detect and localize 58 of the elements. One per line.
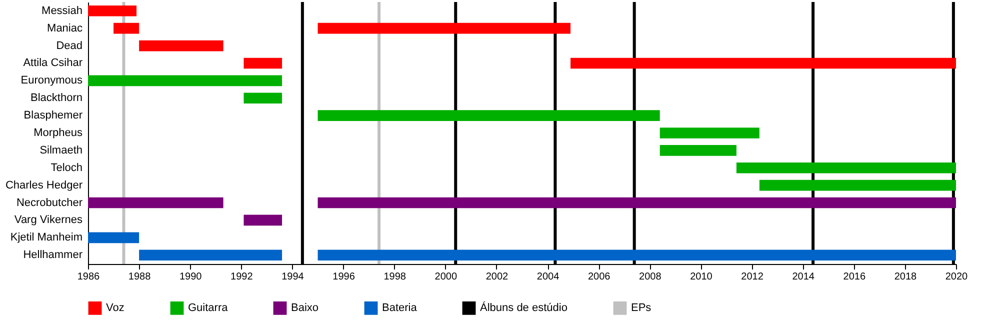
- bar: [244, 58, 282, 69]
- y-tick-label: Silmaeth: [40, 144, 82, 156]
- y-tick-label: Morpheus: [34, 127, 83, 139]
- bar: [88, 232, 140, 244]
- bar: [244, 214, 282, 226]
- x-tick-label: 1998: [384, 272, 406, 282]
- legend-label: Voz: [106, 302, 124, 314]
- y-tick-label: Euronymous: [20, 74, 83, 87]
- y-tick-label: Messiah: [42, 4, 82, 17]
- bar: [318, 22, 571, 34]
- bar: [139, 250, 282, 261]
- y-tick-label: Maniac: [47, 22, 83, 34]
- bar: [759, 180, 956, 191]
- bar: [660, 145, 736, 156]
- x-tick-label: 2004: [536, 272, 560, 282]
- bar: [318, 110, 660, 121]
- y-tick-label: Blackthorn: [30, 92, 82, 104]
- bar: [660, 128, 760, 138]
- x-tick-label: 2010: [690, 272, 713, 282]
- bar: [139, 40, 224, 52]
- x-tick-label: 2006: [588, 272, 611, 282]
- x-tick-label: 1992: [230, 272, 254, 282]
- bar: [114, 22, 140, 34]
- x-tick-label: 2000: [434, 272, 458, 282]
- x-tick-label: 2020: [945, 272, 968, 282]
- y-tick-label: Dead: [56, 40, 82, 52]
- bar: [318, 250, 956, 261]
- x-tick-label: 2018: [894, 272, 917, 282]
- x-tick-label: 2012: [741, 272, 764, 282]
- bar: [88, 197, 224, 208]
- y-tick-label: Blasphemer: [24, 110, 83, 122]
- bar: [570, 58, 956, 69]
- x-tick-label: 2008: [639, 272, 662, 282]
- y-tick-label: Attila Csihar: [23, 57, 83, 70]
- bar: [88, 5, 137, 16]
- x-tick-label: 1994: [282, 272, 304, 282]
- legend-label: Guitarra: [188, 302, 229, 314]
- bar: [736, 162, 956, 174]
- legend-label: Baixo: [291, 302, 319, 314]
- y-tick-label: Hellhammer: [23, 249, 83, 262]
- x-tick-label: 2002: [486, 272, 509, 282]
- bar: [244, 92, 282, 104]
- y-tick-label: Kjetil Manheim: [10, 232, 82, 244]
- y-tick-label: Charles Hedger: [5, 179, 83, 192]
- x-tick-label: 1986: [77, 272, 100, 282]
- bar: [318, 197, 956, 208]
- legend-label: Bateria: [382, 302, 418, 314]
- x-tick-label: 1996: [332, 272, 356, 282]
- x-tick-label: 2016: [843, 272, 866, 282]
- x-tick-label: 1988: [128, 272, 152, 282]
- bar: [88, 75, 282, 86]
- y-tick-label: Varg Vikernes: [14, 214, 83, 226]
- x-tick-label: 2014: [792, 272, 815, 282]
- x-tick-label: 1990: [179, 272, 202, 282]
- legend-label: Álbuns de estúdio: [480, 301, 568, 314]
- legend-label: EPs: [631, 302, 652, 314]
- y-tick-label: Necrobutcher: [16, 196, 83, 209]
- y-tick-label: Teloch: [50, 162, 82, 174]
